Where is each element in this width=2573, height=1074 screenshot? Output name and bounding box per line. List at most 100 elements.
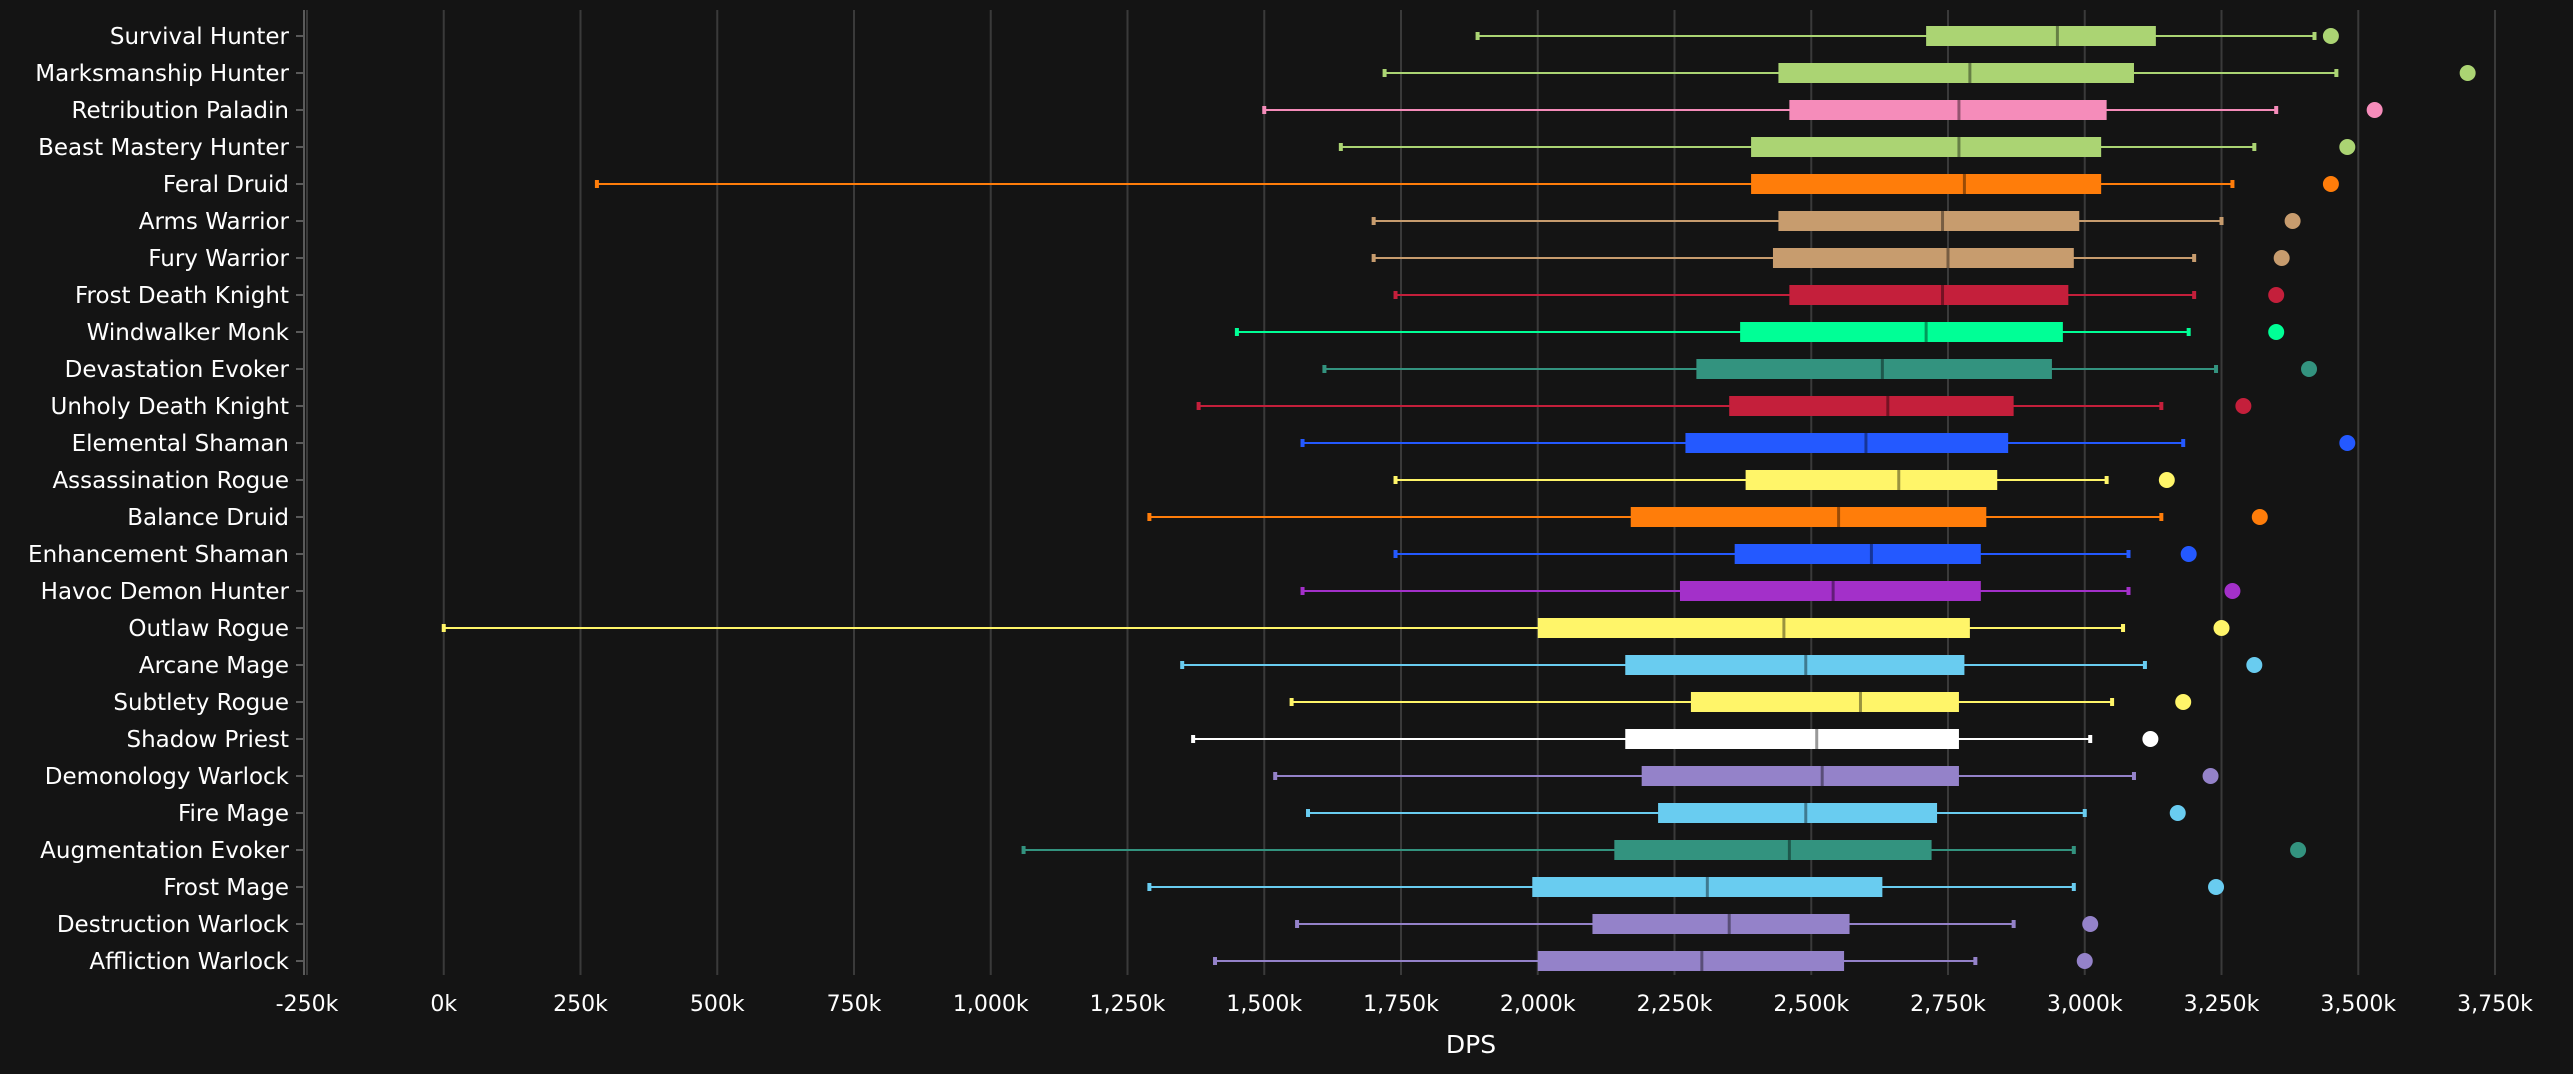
iqr-box bbox=[1789, 100, 2107, 120]
box-row bbox=[1371, 211, 2301, 231]
whisker-min-cap bbox=[1371, 217, 1376, 225]
iqr-box bbox=[1751, 137, 2102, 157]
whisker-min-cap bbox=[1306, 809, 1311, 817]
category-label: Elemental Shaman bbox=[72, 431, 289, 457]
whisker-min-cap bbox=[1393, 291, 1398, 299]
whisker-min-cap bbox=[1393, 476, 1398, 484]
x-tick-label: 1,000k bbox=[953, 992, 1029, 1017]
box-row bbox=[1382, 63, 2476, 83]
outlier-point bbox=[2175, 694, 2192, 710]
whisker-min-cap bbox=[1300, 587, 1305, 595]
category-label: Subtlety Rogue bbox=[113, 690, 289, 716]
iqr-box bbox=[1734, 544, 1981, 564]
box-row bbox=[1234, 322, 2285, 342]
iqr-box bbox=[1696, 359, 2052, 379]
whisker-min-cap bbox=[1393, 550, 1398, 558]
iqr-box bbox=[1630, 507, 1987, 527]
iqr-box bbox=[1658, 803, 1938, 823]
whisker-min-cap bbox=[1295, 920, 1300, 928]
box-row bbox=[1306, 803, 2186, 823]
box-row bbox=[1191, 729, 2159, 749]
outlier-point bbox=[2158, 472, 2175, 488]
box-row bbox=[441, 618, 2230, 638]
outlier-point bbox=[2301, 361, 2318, 377]
category-label: Assassination Rogue bbox=[52, 468, 289, 494]
outlier-point bbox=[2290, 842, 2307, 858]
x-tick-label: 2,500k bbox=[1773, 992, 1849, 1017]
outlier-point bbox=[2273, 250, 2290, 266]
x-tick-label: 2,250k bbox=[1637, 992, 1713, 1017]
iqr-box bbox=[1614, 840, 1932, 860]
category-label: Frost Death Knight bbox=[75, 283, 289, 309]
x-tick-label: 3,750k bbox=[2457, 992, 2533, 1017]
category-label: Havoc Demon Hunter bbox=[41, 579, 290, 605]
category-label: Windwalker Monk bbox=[87, 320, 290, 346]
whisker-min-cap bbox=[1300, 439, 1305, 447]
whisker-max-cap bbox=[2312, 32, 2317, 40]
iqr-box bbox=[1679, 581, 1981, 601]
whisker-max-cap bbox=[2192, 254, 2197, 262]
outlier-point bbox=[2459, 65, 2476, 81]
whisker-min-cap bbox=[1273, 772, 1278, 780]
whisker-max-cap bbox=[2159, 402, 2164, 410]
whisker-max-cap bbox=[2219, 217, 2224, 225]
whisker-max-cap bbox=[2142, 661, 2147, 669]
whisker-max-cap bbox=[1973, 957, 1978, 965]
whisker-min-cap bbox=[1234, 328, 1239, 336]
whisker-min-cap bbox=[1180, 661, 1185, 669]
whisker-min-cap bbox=[1322, 365, 1327, 373]
x-tick-label: 2,000k bbox=[1500, 992, 1576, 1017]
box-row bbox=[1300, 433, 2356, 453]
whisker-max-cap bbox=[2082, 809, 2087, 817]
iqr-box bbox=[1740, 322, 2063, 342]
whisker-min-cap bbox=[594, 180, 599, 188]
iqr-box bbox=[1690, 692, 1959, 712]
category-label: Augmentation Evoker bbox=[40, 838, 289, 864]
iqr-box bbox=[1685, 433, 2009, 453]
category-label: Feral Druid bbox=[163, 172, 289, 198]
outlier-point bbox=[2322, 176, 2339, 192]
box-row bbox=[1196, 396, 2252, 416]
x-axis-title: DPS bbox=[1446, 1030, 1496, 1059]
whisker-min-cap bbox=[1338, 143, 1343, 151]
iqr-box bbox=[1772, 248, 2074, 268]
whisker-min-cap bbox=[1213, 957, 1218, 965]
iqr-box bbox=[1729, 396, 2014, 416]
box-row bbox=[1371, 248, 2290, 268]
x-tick-label: 1,250k bbox=[1090, 992, 1166, 1017]
whisker-max-cap bbox=[2110, 698, 2115, 706]
x-tick-label: 3,000k bbox=[2047, 992, 2123, 1017]
whisker-min-cap bbox=[1475, 32, 1480, 40]
category-label: Fury Warrior bbox=[148, 246, 289, 272]
category-label: Devastation Evoker bbox=[65, 357, 290, 383]
iqr-box bbox=[1751, 174, 2102, 194]
whisker-min-cap bbox=[1289, 698, 1294, 706]
x-tick-label: 250k bbox=[553, 992, 608, 1017]
x-tick-label: 3,500k bbox=[2320, 992, 2396, 1017]
outlier-point bbox=[2076, 953, 2093, 969]
box-row bbox=[1021, 840, 2307, 860]
box-row bbox=[1262, 100, 2383, 120]
category-label: Arms Warrior bbox=[139, 209, 290, 235]
whisker-max-cap bbox=[2159, 513, 2164, 521]
outlier-point bbox=[2366, 102, 2383, 118]
x-tick-label: 500k bbox=[690, 992, 745, 1017]
outlier-point bbox=[2169, 805, 2186, 821]
outlier-point bbox=[2322, 28, 2339, 44]
box-plots bbox=[441, 26, 2476, 971]
outlier-point bbox=[2224, 583, 2241, 599]
box-row bbox=[1147, 877, 2225, 897]
whisker-min-cap bbox=[1262, 106, 1267, 114]
whisker-min-cap bbox=[1371, 254, 1376, 262]
category-label: Shadow Priest bbox=[126, 727, 289, 753]
whisker-min-cap bbox=[1147, 513, 1152, 521]
whisker-max-cap bbox=[2214, 365, 2219, 373]
outlier-point bbox=[2142, 731, 2159, 747]
whisker-max-cap bbox=[2126, 550, 2131, 558]
category-labels: Survival Hunter Marksmanship Hunter Retrib… bbox=[28, 24, 290, 975]
box-row bbox=[1393, 544, 2197, 564]
iqr-box bbox=[1625, 729, 1959, 749]
whisker-max-cap bbox=[2186, 328, 2191, 336]
